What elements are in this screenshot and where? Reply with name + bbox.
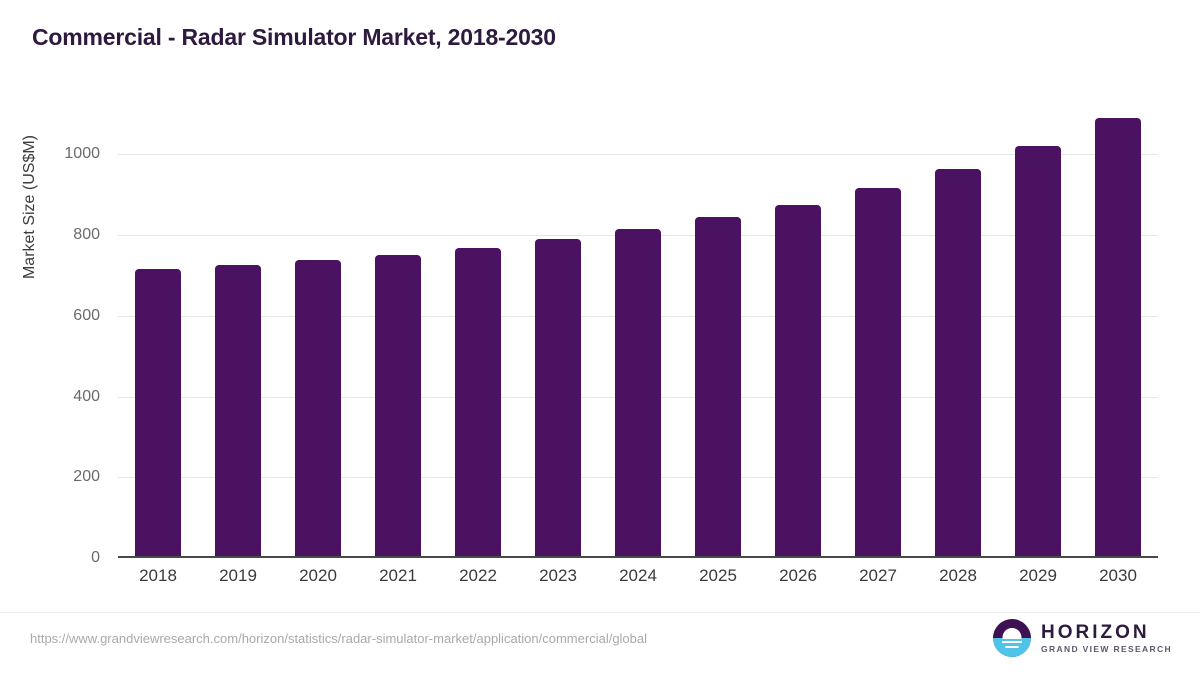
logo-text: HORIZON GRAND VIEW RESEARCH [1041, 621, 1172, 654]
x-axis-tick-label: 2020 [299, 566, 337, 585]
bar-2028[interactable] [935, 168, 981, 556]
x-axis-tick-label: 2022 [459, 566, 497, 585]
bar-2019[interactable] [215, 264, 261, 556]
bar-slot[interactable] [998, 100, 1078, 556]
y-axis-title: Market Size (US$M) [21, 134, 38, 280]
x-axis-line [118, 556, 1158, 558]
bar-2024[interactable] [615, 229, 661, 556]
bar-slot[interactable] [838, 100, 918, 556]
y-axis-tick-label: 800 [73, 226, 100, 244]
source-url[interactable]: https://www.grandviewresearch.com/horizo… [30, 631, 648, 646]
horizon-logo-icon [993, 619, 1032, 657]
bar-slot[interactable] [918, 100, 998, 556]
bar-2021[interactable] [375, 254, 421, 556]
x-axis-tick-label: 2025 [699, 566, 737, 585]
plot-area [118, 100, 1158, 558]
bar-slot[interactable] [118, 100, 198, 556]
y-axis-tick-label: 1000 [64, 145, 100, 163]
horizon-logo: HORIZON GRAND VIEW RESEARCH [993, 618, 1172, 658]
y-axis: 0 200 400 600 800 1000 [40, 100, 110, 566]
footer-divider [0, 612, 1200, 613]
bar-series [118, 100, 1158, 556]
bar-slot[interactable] [678, 100, 758, 556]
gridline [118, 154, 1158, 156]
logo-name: HORIZON [1041, 621, 1150, 643]
bar-slot[interactable] [278, 100, 358, 556]
bar-slot[interactable] [1078, 100, 1158, 556]
logo-tagline: GRAND VIEW RESEARCH [1041, 643, 1172, 654]
y-axis-tick-label: 200 [73, 468, 100, 486]
bar-slot[interactable] [598, 100, 678, 556]
x-axis-tick-label: 2029 [1019, 566, 1057, 585]
bar-slot[interactable] [358, 100, 438, 556]
bar-2025[interactable] [695, 217, 741, 556]
page-title: Commercial - Radar Simulator Market, 201… [32, 24, 556, 50]
bar-slot[interactable] [438, 100, 518, 556]
bar-2022[interactable] [455, 247, 501, 556]
x-axis-tick-label: 2030 [1099, 566, 1137, 585]
bar-slot[interactable] [198, 100, 278, 556]
x-axis-tick-label: 2027 [859, 566, 897, 585]
y-axis-tick-label: 400 [73, 387, 100, 405]
bar-2023[interactable] [535, 239, 581, 556]
x-axis-tick-label: 2023 [539, 566, 577, 585]
x-axis: 2018 2019 2020 2021 2022 2023 2024 2025 2026 2027… [118, 566, 1158, 596]
bar-slot[interactable] [758, 100, 838, 556]
y-axis-tick-label: 600 [73, 306, 100, 324]
bar-2027[interactable] [855, 187, 901, 556]
bar-2029[interactable] [1015, 145, 1061, 556]
bar-2026[interactable] [775, 204, 821, 556]
bar-2030[interactable] [1095, 118, 1141, 556]
x-axis-tick-label: 2026 [779, 566, 817, 585]
x-axis-tick-label: 2021 [379, 566, 417, 585]
bar-2018[interactable] [135, 268, 181, 556]
x-axis-tick-label: 2028 [939, 566, 977, 585]
x-axis-tick-label: 2019 [219, 566, 257, 585]
bar-2020[interactable] [295, 260, 341, 556]
x-axis-tick-label: 2018 [139, 566, 177, 585]
y-axis-tick-label: 0 [91, 549, 100, 566]
bar-slot[interactable] [518, 100, 598, 556]
x-axis-tick-label: 2024 [619, 566, 657, 585]
